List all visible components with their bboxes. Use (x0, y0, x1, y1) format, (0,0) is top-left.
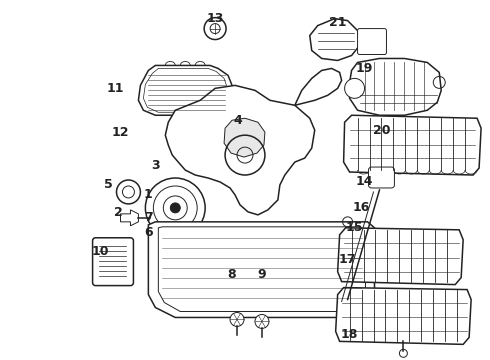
Text: 10: 10 (92, 245, 109, 258)
Circle shape (146, 178, 205, 238)
Text: 3: 3 (151, 158, 160, 172)
Polygon shape (295, 68, 342, 105)
Text: 19: 19 (356, 62, 373, 75)
Polygon shape (165, 85, 315, 215)
Polygon shape (148, 222, 374, 318)
Text: 4: 4 (234, 114, 243, 127)
Text: 18: 18 (341, 328, 358, 341)
FancyBboxPatch shape (358, 28, 387, 54)
Circle shape (230, 312, 244, 327)
Polygon shape (224, 118, 265, 157)
Text: 2: 2 (114, 206, 123, 219)
Text: 21: 21 (329, 16, 346, 29)
Polygon shape (336, 288, 471, 345)
Text: 8: 8 (228, 268, 236, 281)
Circle shape (344, 78, 365, 98)
FancyBboxPatch shape (93, 238, 133, 285)
FancyBboxPatch shape (368, 167, 394, 188)
Polygon shape (310, 19, 360, 60)
Text: 11: 11 (107, 82, 124, 95)
Text: 16: 16 (353, 201, 370, 215)
Circle shape (117, 180, 141, 204)
Text: 13: 13 (206, 12, 224, 25)
Circle shape (171, 203, 180, 213)
Text: 20: 20 (373, 124, 390, 137)
Polygon shape (338, 228, 463, 285)
Text: 6: 6 (144, 226, 153, 239)
Circle shape (204, 18, 226, 40)
Polygon shape (121, 210, 138, 226)
Circle shape (255, 315, 269, 328)
Text: 12: 12 (112, 126, 129, 139)
Circle shape (399, 349, 407, 357)
Text: 7: 7 (144, 211, 153, 224)
Text: 9: 9 (258, 268, 266, 281)
Text: 1: 1 (144, 188, 153, 202)
Text: 14: 14 (356, 175, 373, 189)
Polygon shape (343, 115, 481, 175)
Polygon shape (349, 58, 441, 115)
Text: 17: 17 (339, 253, 356, 266)
Text: 15: 15 (346, 221, 363, 234)
Text: 5: 5 (104, 179, 113, 192)
